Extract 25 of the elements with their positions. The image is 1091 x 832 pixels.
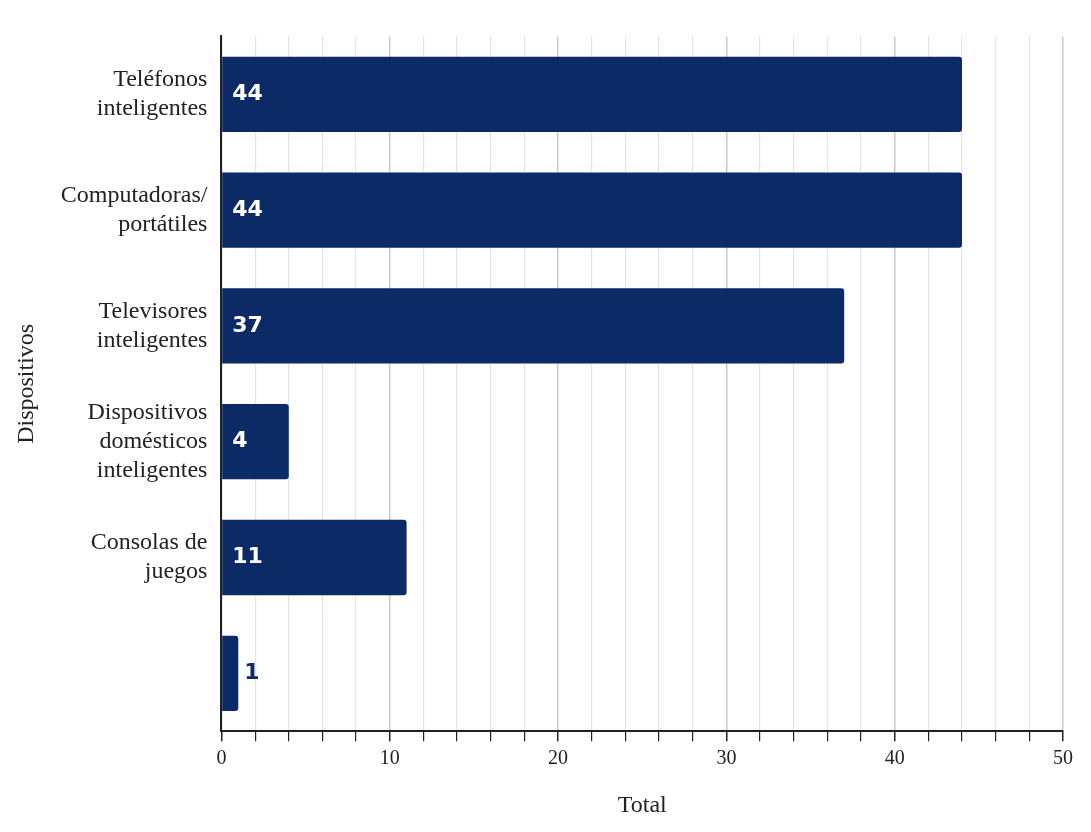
data-label: 44 bbox=[232, 80, 263, 106]
x-tick-label: 30 bbox=[716, 746, 737, 769]
y-tick-label: Dispositivos domésticos inteligentes bbox=[87, 398, 208, 482]
x-tick-label: 10 bbox=[379, 746, 400, 769]
bar bbox=[222, 172, 963, 248]
data-label: 1 bbox=[244, 659, 260, 685]
data-label: 4 bbox=[232, 427, 248, 453]
bar bbox=[222, 404, 289, 480]
bar bbox=[222, 635, 239, 711]
x-tick-label: 0 bbox=[216, 746, 227, 769]
data-label: 37 bbox=[232, 311, 263, 337]
bar bbox=[222, 519, 407, 596]
bar bbox=[222, 288, 845, 364]
x-tick-label: 40 bbox=[884, 746, 905, 769]
y-tick-label: Teléfonos inteligentes bbox=[96, 65, 208, 120]
data-label: 11 bbox=[232, 543, 263, 569]
x-tick-label: 50 bbox=[1053, 746, 1073, 769]
bar bbox=[222, 56, 963, 132]
y-axis-title: Dispositivos bbox=[11, 323, 38, 444]
y-tick-label: Consolas de juegos bbox=[90, 528, 208, 584]
y-tick-label: Televisores inteligentes bbox=[96, 296, 208, 352]
x-axis-title: Total bbox=[617, 790, 668, 817]
data-label: 44 bbox=[232, 195, 263, 221]
y-tick-label: Computadoras/ portátiles bbox=[60, 181, 208, 236]
x-tick-label: 20 bbox=[548, 746, 569, 769]
